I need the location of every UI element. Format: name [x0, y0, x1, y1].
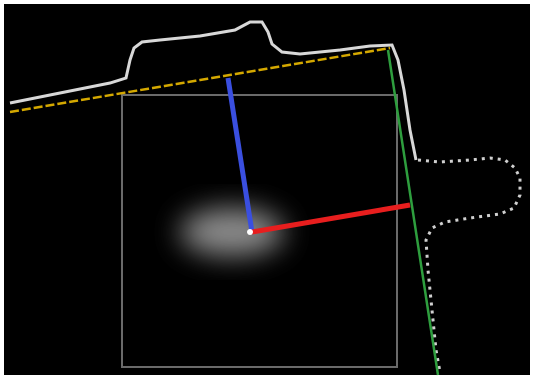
- origin: [247, 229, 253, 235]
- blob: [180, 208, 284, 256]
- visualization: [0, 0, 534, 379]
- page: [0, 0, 534, 379]
- background: [4, 4, 530, 375]
